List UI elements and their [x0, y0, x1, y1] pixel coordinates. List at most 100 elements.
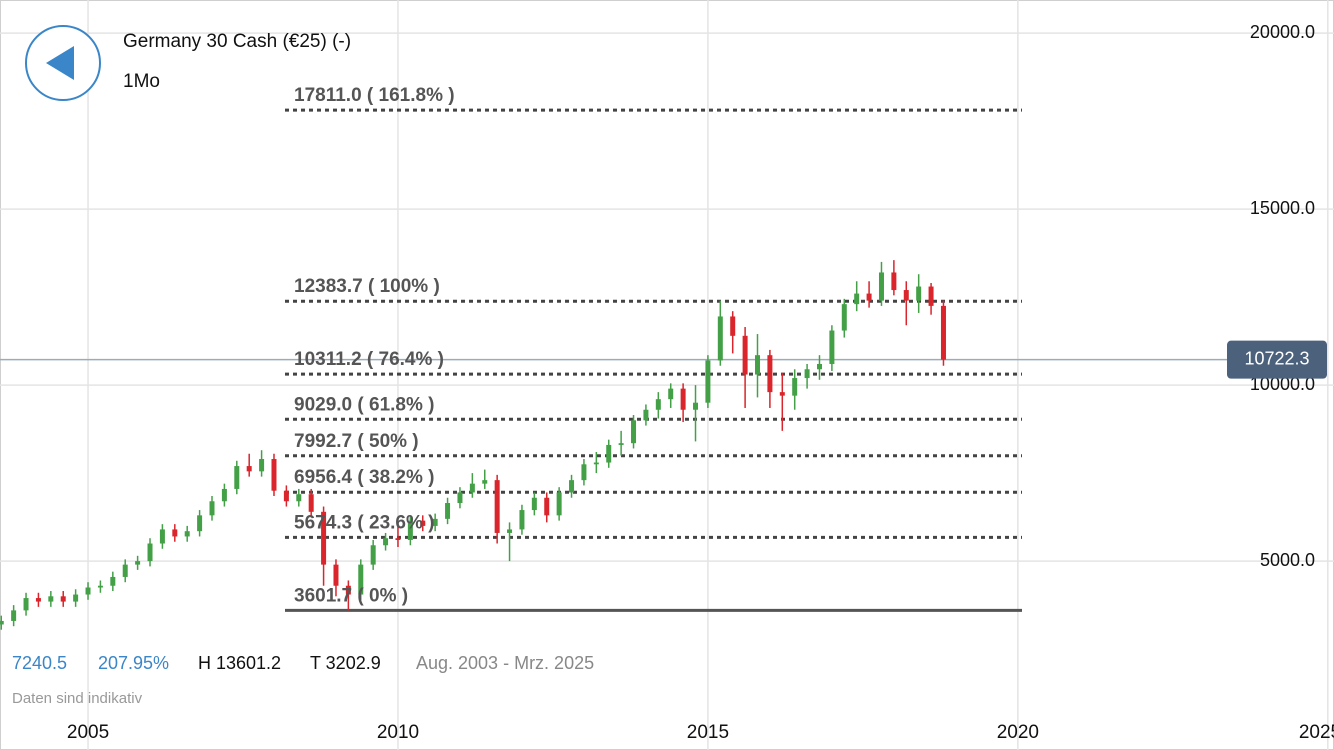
candle-body — [407, 520, 413, 540]
candle-body — [209, 501, 215, 516]
x-tick-label: 2015 — [687, 722, 729, 743]
candle-body — [705, 360, 711, 403]
candle-body — [928, 286, 934, 306]
candle-body — [507, 529, 513, 533]
candle-body — [593, 462, 599, 465]
fib-label: 6956.4 ( 38.2% ) — [294, 467, 434, 488]
candle-body — [271, 459, 277, 491]
candle-body — [854, 293, 860, 305]
candle-body — [308, 494, 314, 512]
candle-body — [717, 316, 723, 361]
candle-body — [668, 388, 674, 400]
interval: 1Mo — [123, 71, 160, 92]
fib-label: 5674.3 ( 23.6% ) — [294, 512, 434, 533]
candle-body — [48, 596, 54, 602]
candle-body — [197, 515, 203, 532]
candle-body — [482, 480, 488, 484]
candle-body — [903, 290, 909, 301]
candle-body — [122, 564, 128, 577]
candle-body — [321, 511, 327, 565]
fib-label: 12383.7 ( 100% ) — [294, 276, 440, 297]
candle-body — [767, 355, 773, 393]
candle-body — [60, 596, 66, 602]
candle-body — [283, 490, 289, 502]
note: Daten sind indikativ — [12, 690, 143, 707]
candle-body — [569, 480, 575, 493]
candle-body — [259, 459, 265, 472]
candle-body — [395, 538, 401, 540]
candle-body — [221, 488, 227, 502]
candle-body — [916, 286, 922, 301]
candle-body — [606, 444, 612, 463]
candle-body — [0, 620, 4, 625]
candle-body — [618, 443, 624, 445]
candle-body — [184, 531, 190, 537]
candle-body — [556, 492, 562, 516]
candle-body — [866, 293, 872, 301]
candle-body — [631, 420, 637, 444]
back-icon — [46, 46, 74, 80]
candle-body — [159, 529, 165, 544]
y-tick-label: 5000.0 — [1260, 550, 1315, 570]
candle-body — [544, 497, 550, 516]
candle-body — [655, 399, 661, 410]
candle-body — [420, 520, 426, 526]
last-price-label: 10722.3 — [1244, 348, 1309, 368]
stat: 207.95% — [98, 653, 169, 673]
candle-body — [11, 610, 17, 621]
candle-body — [23, 598, 29, 611]
stat: H 13601.2 — [198, 653, 281, 673]
candle-body — [370, 545, 376, 565]
y-tick-label: 20000.0 — [1250, 22, 1315, 42]
fib-label: 17811.0 ( 161.8% ) — [294, 85, 455, 106]
candle-body — [345, 585, 351, 595]
candle-body — [333, 564, 339, 586]
candle-body — [135, 561, 141, 565]
candle-body — [469, 483, 475, 493]
candle-body — [779, 392, 785, 396]
candle-body — [97, 585, 103, 588]
candle-body — [804, 369, 810, 379]
fib-label: 3601.7 ( 0% ) — [294, 585, 408, 606]
candle-body — [891, 272, 897, 291]
fib-label: 10311.2 ( 76.4% ) — [294, 349, 444, 370]
candle-body — [829, 330, 835, 364]
candle-body — [172, 529, 178, 537]
stat: 7240.5 — [12, 653, 67, 673]
candle-body — [110, 576, 116, 586]
candle-body — [445, 503, 451, 519]
fib-label: 9029.0 ( 61.8% ) — [294, 394, 434, 415]
candle-body — [841, 304, 847, 331]
candle-body — [85, 587, 91, 595]
y-tick-label: 10000.0 — [1250, 374, 1315, 394]
x-tick-label: 2010 — [377, 722, 419, 743]
candle-body — [296, 494, 302, 502]
date-range: Aug. 2003 - Mrz. 2025 — [416, 653, 594, 673]
candle-body — [742, 335, 748, 375]
x-tick-label: 2005 — [67, 722, 109, 743]
candle-body — [680, 388, 686, 410]
candle-body — [693, 402, 699, 410]
candle-body — [581, 464, 587, 481]
candle-body — [457, 492, 463, 504]
stat: T 3202.9 — [310, 653, 381, 673]
candle-body — [73, 594, 79, 602]
candle-body — [531, 497, 537, 511]
chart-title: Germany 30 Cash (€25) (-) — [123, 31, 351, 52]
candle-body — [730, 316, 736, 336]
candle-body — [878, 272, 884, 301]
candle-body — [940, 305, 946, 360]
candle-body — [643, 409, 649, 421]
last-price-box — [1227, 340, 1327, 379]
candle-body — [147, 543, 153, 562]
x-tick-label: 2025 — [1299, 722, 1334, 743]
candle-body — [792, 378, 798, 396]
candle-body — [358, 564, 364, 595]
candle-body — [246, 466, 252, 472]
candle-body — [383, 538, 389, 546]
candle-body — [432, 518, 438, 526]
candle-body — [35, 598, 41, 602]
candle-body — [755, 355, 761, 375]
